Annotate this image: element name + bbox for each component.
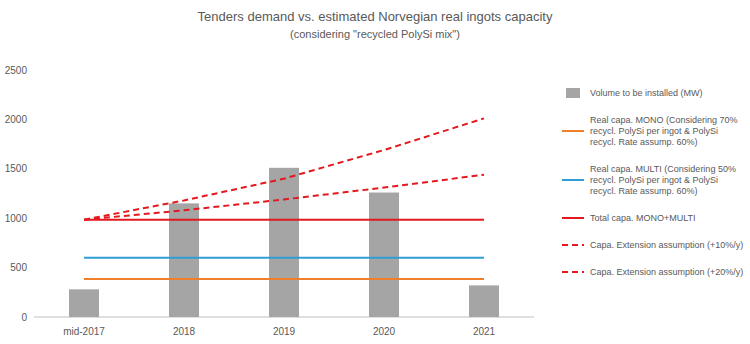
bar [369, 193, 399, 317]
legend-label: Capa. Extension assumption (+20%/y) [590, 267, 743, 277]
tick-mark [31, 317, 34, 318]
y-tick-label: 2500 [5, 65, 28, 76]
x-tick-label: 2019 [273, 326, 296, 337]
legend-line: Total capa. MONO+MULTI [590, 213, 696, 223]
legend-swatch [562, 217, 584, 219]
legend-line: Real capa. MULTI (Considering 50% [590, 164, 736, 174]
x-tick-label: 2021 [473, 326, 496, 337]
y-tick-label: 500 [10, 262, 27, 273]
x-tick-label: 2020 [373, 326, 396, 337]
y-tick-label: 1500 [5, 163, 28, 174]
tick-mark [31, 119, 34, 120]
legend-line: Volume to be installed (MW) [590, 88, 703, 98]
legend-label: Volume to be installed (MW) [590, 88, 703, 98]
legend-swatch [562, 244, 584, 246]
bar [269, 168, 299, 317]
plot-area [69, 118, 499, 317]
tick-mark [31, 168, 34, 169]
y-tick-label: 1000 [5, 213, 28, 224]
legend-line: recycl. Rate assump. 60%) [590, 186, 698, 196]
legend-label: Real capa. MONO (Considering 70%recycl. … [590, 115, 738, 147]
x-tick-label: mid-2017 [63, 326, 105, 337]
legend-line: Capa. Extension assumption (+10%/y) [590, 240, 743, 250]
tick-mark [31, 218, 34, 219]
legend-label: Capa. Extension assumption (+10%/y) [590, 240, 743, 250]
y-tick-label: 0 [21, 312, 27, 323]
legend-label: Real capa. MULTI (Considering 50%recycl.… [590, 164, 736, 196]
legend-label: Total capa. MONO+MULTI [590, 213, 696, 223]
legend-line: recycl. Rate assump. 60%) [590, 137, 698, 147]
line [84, 278, 484, 280]
legend-line: Capa. Extension assumption (+20%/y) [590, 267, 743, 277]
legend-line: recycl. PolySi per ingot & PolySi [590, 175, 718, 185]
tick-mark [31, 267, 34, 268]
legend-swatch [562, 179, 584, 181]
bar [469, 285, 499, 317]
legend-swatch [562, 271, 584, 273]
tick-mark [31, 70, 34, 71]
y-tick-label: 2000 [5, 114, 28, 125]
legend-line: recycl. PolySi per ingot & PolySi [590, 126, 718, 136]
bar [69, 289, 99, 317]
background [0, 0, 750, 344]
subtitle: (considering "recycled PolySi mix") [290, 28, 460, 40]
legend-swatch [562, 130, 584, 132]
legend-line: Real capa. MONO (Considering 70% [590, 115, 738, 125]
line [84, 219, 484, 221]
line [84, 175, 484, 220]
x-tick-label: 2018 [173, 326, 196, 337]
line [84, 118, 484, 219]
legend-swatch [566, 88, 580, 98]
title: Tenders demand vs. estimated Norvegian r… [198, 9, 553, 24]
line [84, 257, 484, 259]
